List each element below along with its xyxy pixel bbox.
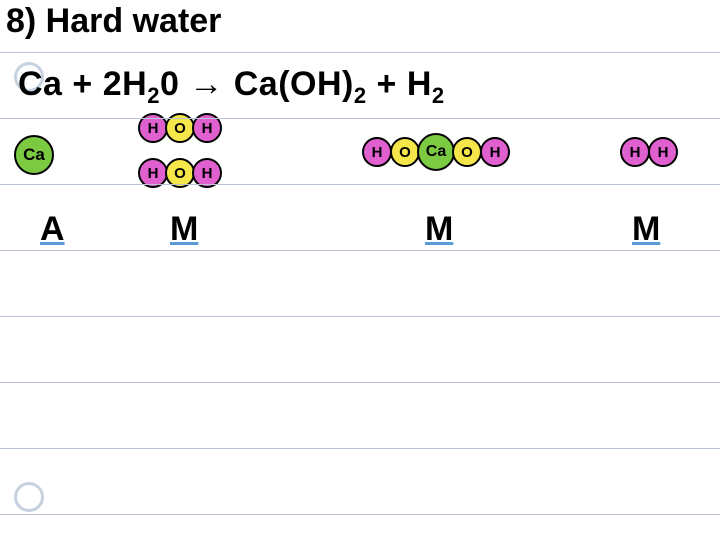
eq-part-1: Ca + 2H (18, 65, 147, 103)
atom-ca: Ca (14, 135, 54, 175)
atom-o: O (452, 137, 482, 167)
guideline (0, 316, 720, 317)
group-label: A (40, 210, 65, 249)
guideline (0, 382, 720, 383)
eq-sub-3: 2 (432, 83, 445, 108)
guideline (0, 250, 720, 251)
guideline (0, 184, 720, 185)
atom-o: O (390, 137, 420, 167)
eq-sub-2: 2 (354, 83, 367, 108)
atom-h: H (648, 137, 678, 167)
guideline (0, 514, 720, 515)
atom-ca: Ca (417, 133, 455, 171)
decor-ring-bottom (14, 482, 44, 512)
eq-part-3: + H (367, 65, 432, 103)
group-label: M (170, 210, 198, 249)
chemical-equation: Ca + 2H20 → Ca(OH)2 + H2 (18, 65, 445, 109)
atom-h: H (362, 137, 392, 167)
group-label: M (632, 210, 660, 249)
group-label: M (425, 210, 453, 249)
atom-h: H (620, 137, 650, 167)
eq-part-2: 0 → Ca(OH) (160, 65, 354, 103)
guideline (0, 118, 720, 119)
atom-h: H (480, 137, 510, 167)
page-title: 8) Hard water (6, 2, 221, 41)
guideline (0, 448, 720, 449)
eq-sub-1: 2 (147, 83, 160, 108)
guideline (0, 52, 720, 53)
